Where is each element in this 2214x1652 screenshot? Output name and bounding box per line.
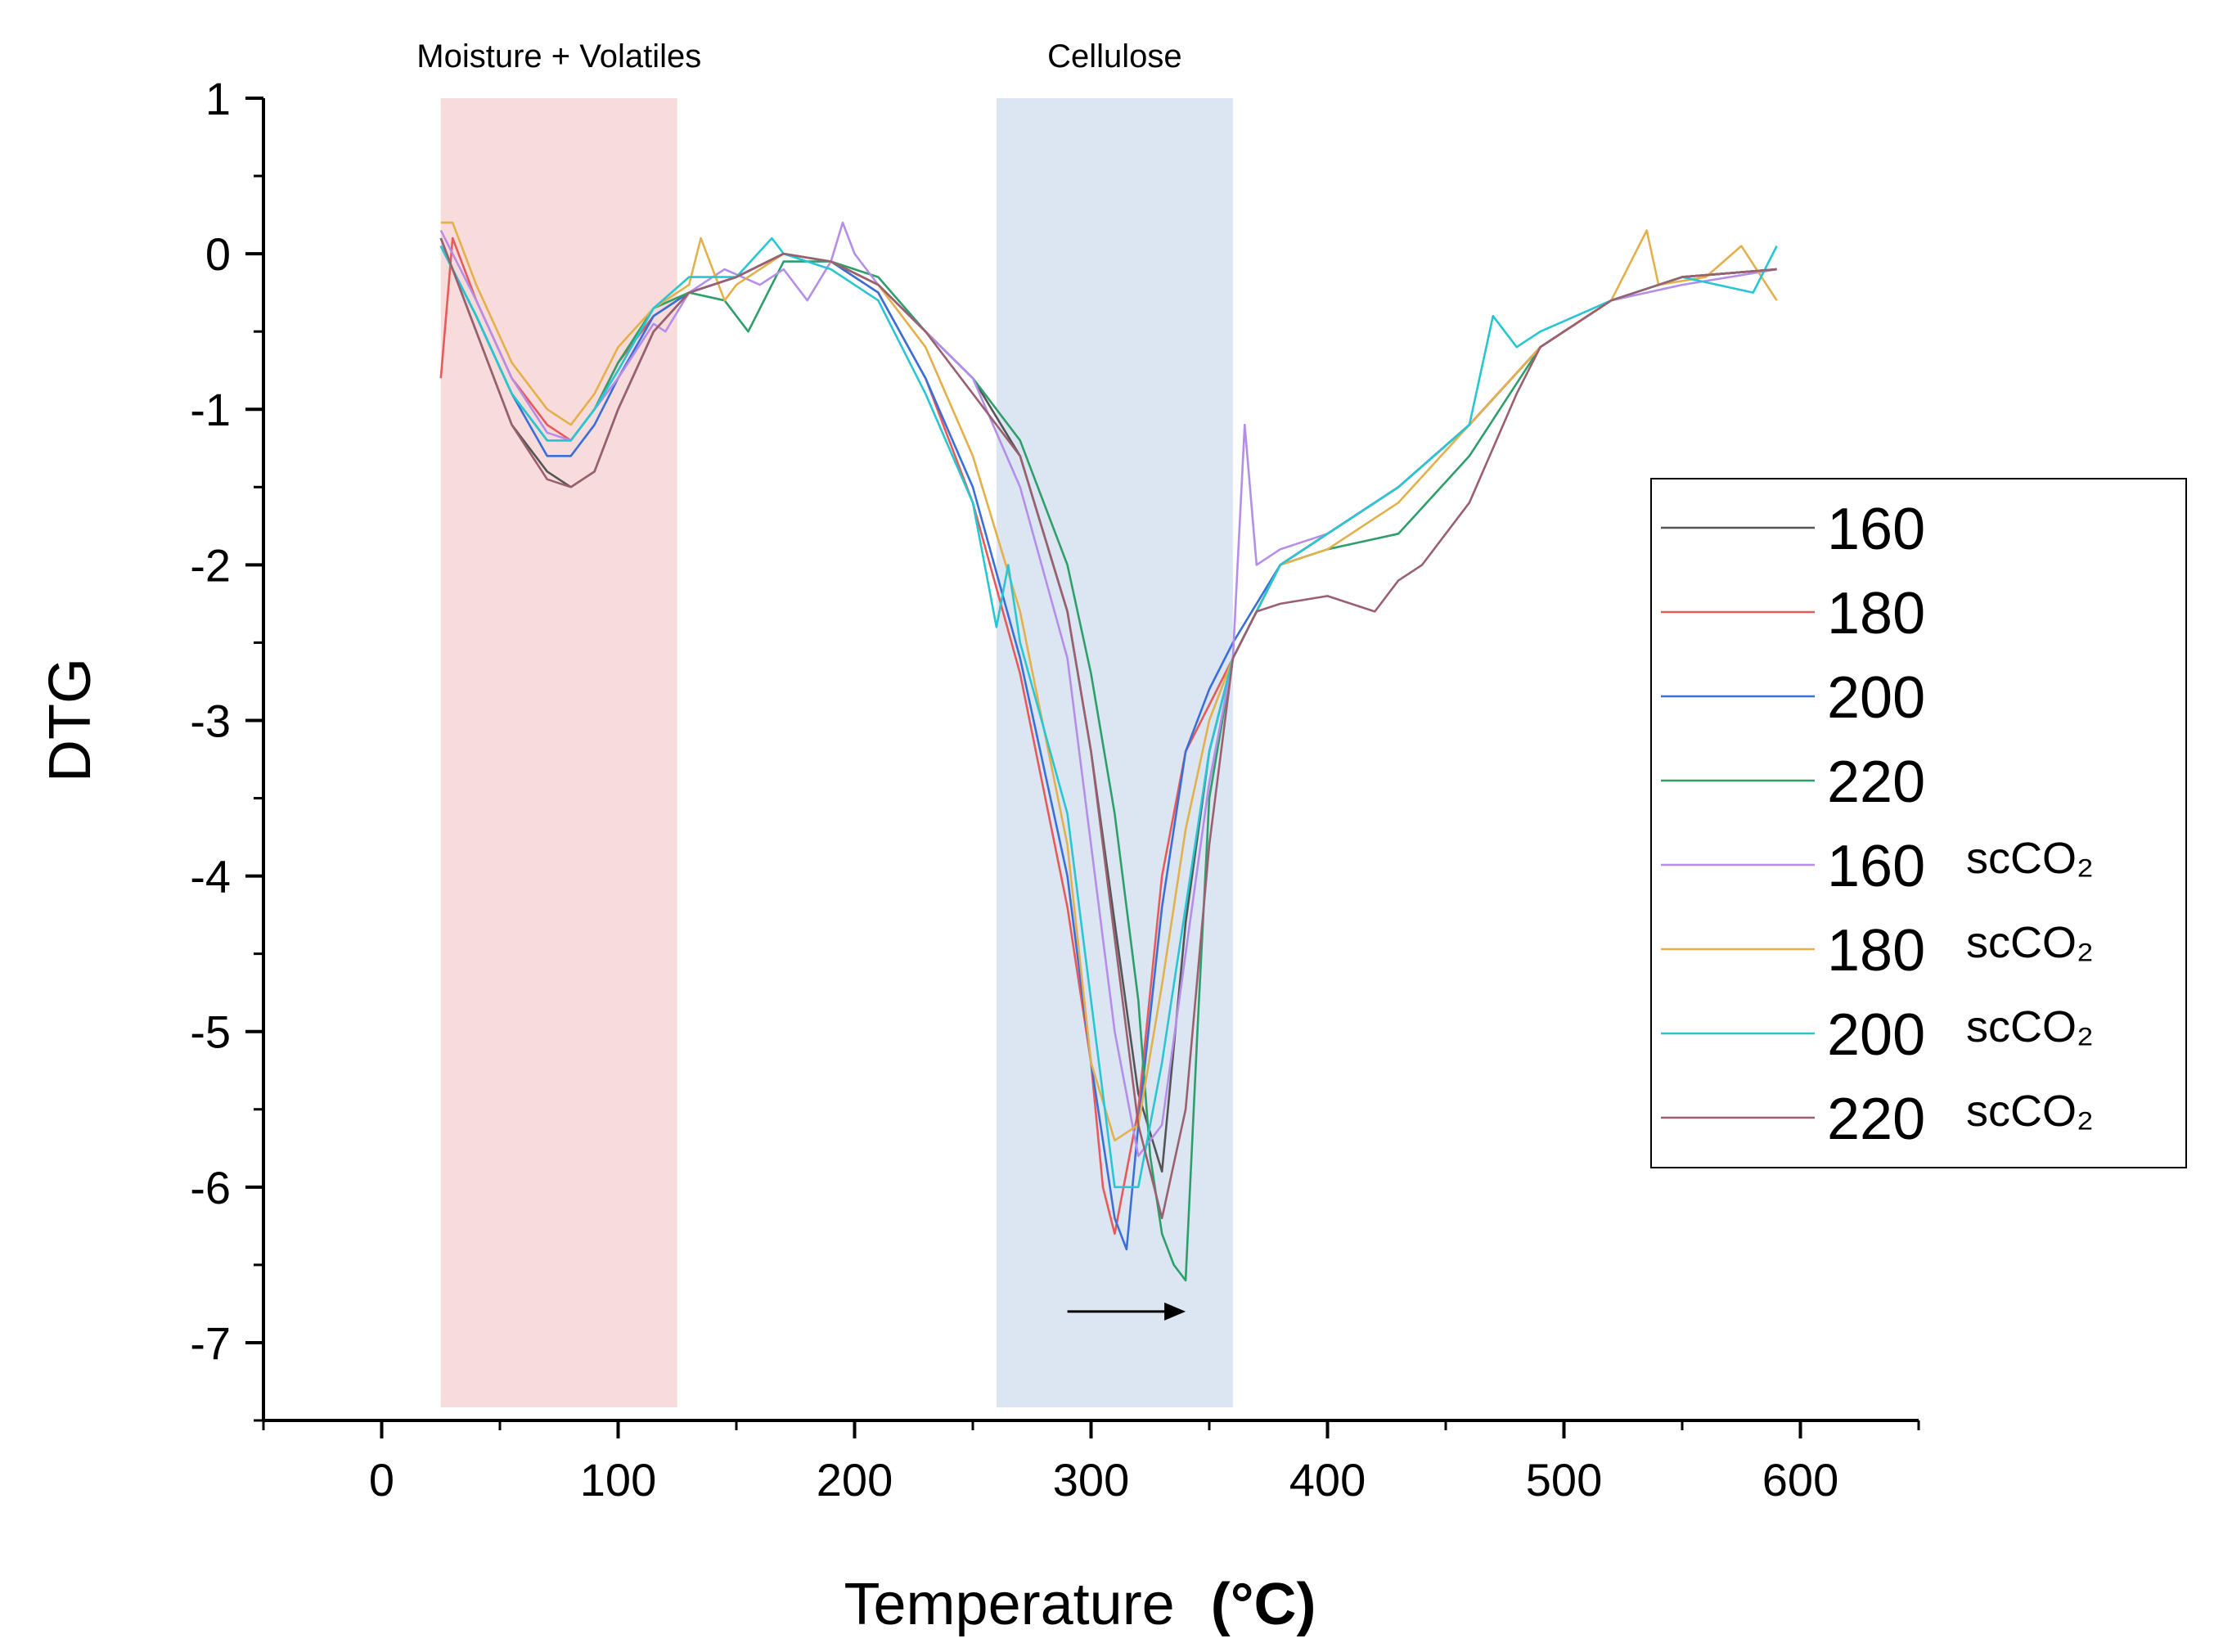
- x-tick-label-6: 600: [1762, 1454, 1838, 1506]
- region-band-0: [440, 98, 677, 1407]
- legend-label-6: 200: [1827, 1002, 1925, 1068]
- y-tick-label-4: -3: [190, 695, 231, 746]
- x-axis-title-unit: (°C): [1211, 1572, 1316, 1637]
- x-tick-label-2: 200: [817, 1454, 893, 1506]
- legend-label-5: 180: [1827, 918, 1925, 984]
- annotation: [1067, 1302, 1186, 1321]
- x-tick-label-4: 400: [1289, 1454, 1366, 1506]
- axes: 1 0 -1 -2 -3 -4 -5 -6 -7 0 100 200 300 400 500 600: [190, 73, 1920, 1506]
- region-label-1: Cellulose: [1047, 38, 1182, 74]
- legend-label-4: 160: [1827, 834, 1925, 899]
- y-tick-label-6: -5: [190, 1006, 231, 1058]
- legend: 160 180 200 220 160 scCO₂ 180 scCO₂ 200 scCO₂ 220 s…: [1650, 478, 2187, 1168]
- y-tick-label-3: -2: [190, 539, 231, 591]
- legend-suffix-5: scCO₂: [1966, 918, 2094, 967]
- legend-suffix-6: scCO₂: [1966, 1002, 2094, 1051]
- series-lines: [439, 221, 1778, 1282]
- shaded-regions: [440, 98, 1233, 1407]
- legend-suffix-7: scCO₂: [1966, 1087, 2094, 1136]
- region-label-0: Moisture + Volatiles: [416, 38, 701, 74]
- y-tick-label-2: -1: [190, 384, 231, 435]
- legend-label-0: 160: [1827, 497, 1925, 562]
- x-tick-label-5: 500: [1526, 1454, 1602, 1506]
- x-axis-title-text: Temperature: [844, 1572, 1175, 1637]
- x-axis-title: Temperature (°C): [844, 1572, 1316, 1637]
- y-tick-label-8: -7: [190, 1317, 231, 1369]
- y-tick-label-0: 1: [205, 73, 231, 124]
- legend-box: [1650, 478, 2187, 1168]
- x-tick-label-0: 0: [369, 1454, 394, 1506]
- legend-suffix-4: scCO₂: [1966, 834, 2094, 883]
- series-line-7: [439, 237, 1777, 1220]
- region-band-1: [996, 98, 1233, 1407]
- legend-label-7: 220: [1827, 1087, 1925, 1152]
- shift-arrow-head: [1164, 1302, 1186, 1321]
- series-line-3: [439, 245, 1777, 1282]
- series-line-4: [439, 221, 1777, 1158]
- region-labels: Moisture + Volatiles Cellulose: [416, 38, 1181, 74]
- legend-label-1: 180: [1827, 581, 1925, 646]
- legend-label-3: 220: [1827, 749, 1925, 815]
- y-tick-label-5: -4: [190, 851, 231, 903]
- y-axis-title: DTG: [38, 658, 103, 782]
- y-tick-label-1: 0: [205, 228, 231, 280]
- x-tick-label-1: 100: [580, 1454, 656, 1506]
- legend-label-2: 200: [1827, 665, 1925, 731]
- y-tick-label-7: -6: [190, 1162, 231, 1213]
- x-tick-label-3: 300: [1053, 1454, 1129, 1506]
- series-line-6: [439, 236, 1778, 1189]
